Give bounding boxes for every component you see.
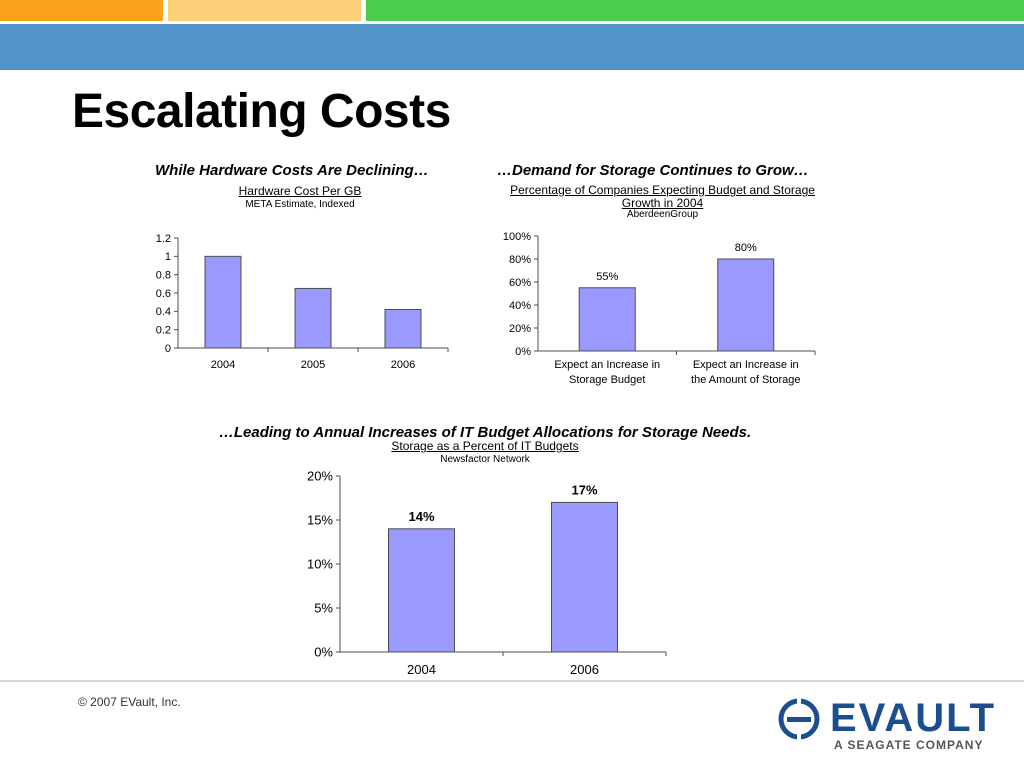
demand-chart-source: AberdeenGroup <box>626 209 699 220</box>
category-label: 2006 <box>570 662 599 677</box>
data-label: 80% <box>735 242 757 254</box>
y-tick-label: 15% <box>307 513 333 528</box>
slide-title: Escalating Costs <box>72 85 451 138</box>
bar <box>388 528 455 653</box>
bar <box>204 255 242 349</box>
logo-tagline: A SEAGATE COMPANY <box>834 738 984 752</box>
hardware-cost-chart: 0 0.2 0.4 0.6 0.8 1 1.2 2004 2005 2006 <box>156 233 449 371</box>
category-label: Expect an Increase in <box>693 359 799 371</box>
storage-budget-chart: 0% 5% 10% 15% 20% 2004 14% 2006 17% <box>307 469 667 677</box>
hardware-chart-heading: While Hardware Costs Are Declining… <box>155 162 429 179</box>
bar <box>717 258 775 352</box>
category-label: 2005 <box>301 359 325 371</box>
y-tick-label: 1.2 <box>156 233 171 245</box>
budget-chart-source: Newsfactor Network <box>440 454 530 465</box>
bar <box>551 501 618 653</box>
category-label: 2006 <box>391 359 415 371</box>
evault-logo: EVAULT A SEAGATE COMPANY <box>778 696 1008 758</box>
demand-chart-subtitle-line1: Percentage of Companies Expecting Budget… <box>510 183 815 197</box>
evault-mark-icon <box>778 698 820 740</box>
y-tick-label: 0% <box>314 645 333 660</box>
y-tick-label: 5% <box>314 601 333 616</box>
y-tick-label: 0.2 <box>156 325 171 337</box>
y-tick-label: 60% <box>509 277 531 289</box>
y-tick-label: 20% <box>509 323 531 335</box>
logo-wordmark: EVAULT <box>830 696 997 740</box>
budget-chart-heading: …Leading to Annual Increases of IT Budge… <box>218 424 752 441</box>
bar <box>578 287 636 352</box>
y-tick-label: 0 <box>165 343 171 355</box>
budget-chart-subtitle: Storage as a Percent of IT Budgets <box>391 439 579 453</box>
y-tick-label: 10% <box>307 557 333 572</box>
y-tick-label: 80% <box>509 254 531 266</box>
footer-divider <box>0 680 1024 682</box>
demand-chart-subtitle-line2: Growth in 2004 <box>621 196 704 210</box>
hardware-chart-subtitle: Hardware Cost Per GB <box>238 184 362 198</box>
category-label: the Amount of Storage <box>691 374 800 386</box>
y-tick-label: 0% <box>515 346 531 358</box>
hardware-chart-source: META Estimate, Indexed <box>245 199 355 210</box>
demand-chart-heading: …Demand for Storage Continues to Grow… <box>497 162 809 179</box>
y-tick-label: 0.6 <box>156 288 171 300</box>
category-label: 2004 <box>211 359 235 371</box>
data-label: 55% <box>596 271 618 283</box>
top-accent-green <box>366 0 1024 21</box>
copyright-text: © 2007 EVault, Inc. <box>78 695 181 709</box>
y-tick-label: 0.8 <box>156 270 171 282</box>
bar <box>294 287 332 349</box>
y-tick-label: 0.4 <box>156 306 171 318</box>
category-label: Storage Budget <box>569 374 645 386</box>
y-tick-label: 1 <box>165 251 171 263</box>
category-label: 2004 <box>407 662 436 677</box>
bar <box>384 309 422 349</box>
top-accent-yellow <box>168 0 361 21</box>
y-tick-label: 100% <box>503 231 531 243</box>
data-label: 17% <box>571 482 597 497</box>
y-tick-label: 20% <box>307 469 333 484</box>
storage-demand-chart: 0% 20% 40% 60% 80% 100% Expect an Increase in S… <box>503 231 816 386</box>
top-accent-orange <box>0 0 163 21</box>
header-band <box>0 24 1024 70</box>
category-label: Expect an Increase in <box>554 359 660 371</box>
y-tick-label: 40% <box>509 300 531 312</box>
data-label: 14% <box>408 509 434 524</box>
